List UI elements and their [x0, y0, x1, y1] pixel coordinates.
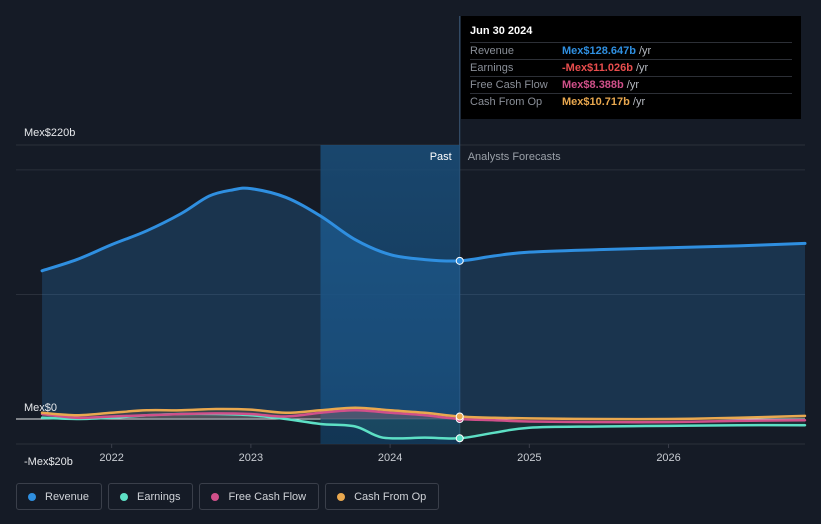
revenue-dot-icon — [28, 492, 36, 501]
x-tick-label: 2026 — [656, 452, 680, 464]
tooltip-unit: /yr — [639, 45, 652, 57]
legend-item-earnings[interactable]: Earnings — [108, 483, 194, 510]
y-tick-label: -Mex$20b — [24, 456, 73, 468]
revenue-marker — [455, 256, 464, 265]
tooltip-unit: /yr — [635, 62, 649, 74]
chart-legend: Revenue Earnings Free Cash Flow Cash Fro… — [16, 483, 440, 510]
past-label: Past — [430, 151, 452, 163]
past-region-highlight — [320, 145, 460, 444]
y-tick-label: Mex$220b — [24, 127, 75, 139]
free-cash-flow-line — [40, 409, 807, 424]
tooltip-value: Mex$128.647b — [562, 45, 636, 57]
legend-label: Revenue — [45, 490, 90, 503]
tooltip-label: Cash From Op — [470, 96, 543, 108]
tooltip-row-cash-from-op: Cash From Op Mex$10.717b /yr — [470, 93, 792, 110]
tooltip-label: Free Cash Flow — [470, 79, 548, 91]
legend-label: Cash From Op — [354, 490, 427, 503]
x-tick-label: 2023 — [239, 452, 263, 464]
revenue-line — [40, 186, 807, 273]
legend-item-free-cash-flow[interactable]: Free Cash Flow — [199, 483, 320, 510]
legend-item-cash-from-op[interactable]: Cash From Op — [325, 483, 440, 510]
cash-from-op-marker — [455, 412, 464, 421]
tooltip-unit: /yr — [626, 79, 639, 91]
cash-from-op-line — [40, 406, 807, 421]
x-tick-label: 2025 — [517, 452, 541, 464]
tooltip-value: Mex$10.717b — [562, 96, 630, 108]
forecast-label: Analysts Forecasts — [468, 151, 561, 163]
legend-label: Free Cash Flow — [228, 490, 307, 503]
legend-label: Earnings — [137, 490, 181, 503]
legend-item-revenue[interactable]: Revenue — [16, 483, 103, 510]
y-tick-label: Mex$0 — [24, 402, 57, 414]
tooltip: Jun 30 2024 Revenue Mex$128.647b /yr Ear… — [461, 16, 801, 119]
cash-from-op-dot-icon — [337, 492, 346, 501]
tooltip-label: Earnings — [470, 62, 514, 74]
free-cash-flow-dot-icon — [211, 492, 220, 501]
tooltip-unit: /yr — [632, 96, 646, 108]
earnings-marker — [455, 434, 464, 443]
tooltip-date: Jun 30 2024 — [470, 25, 533, 37]
tooltip-row-revenue: Revenue Mex$128.647b /yr — [470, 42, 792, 59]
x-tick-label: 2022 — [99, 452, 123, 464]
tooltip-label: Revenue — [470, 45, 515, 57]
tooltip-row-free-cash-flow: Free Cash Flow Mex$8.388b /yr — [470, 76, 792, 93]
tooltip-value: -Mex$11.026b — [562, 62, 633, 74]
tooltip-value: Mex$8.388b — [562, 79, 624, 91]
earnings-dot-icon — [120, 492, 129, 501]
tooltip-row-earnings: Earnings -Mex$11.026b /yr — [470, 59, 792, 76]
revenue-area — [42, 188, 805, 419]
x-tick-label: 2024 — [378, 452, 402, 464]
